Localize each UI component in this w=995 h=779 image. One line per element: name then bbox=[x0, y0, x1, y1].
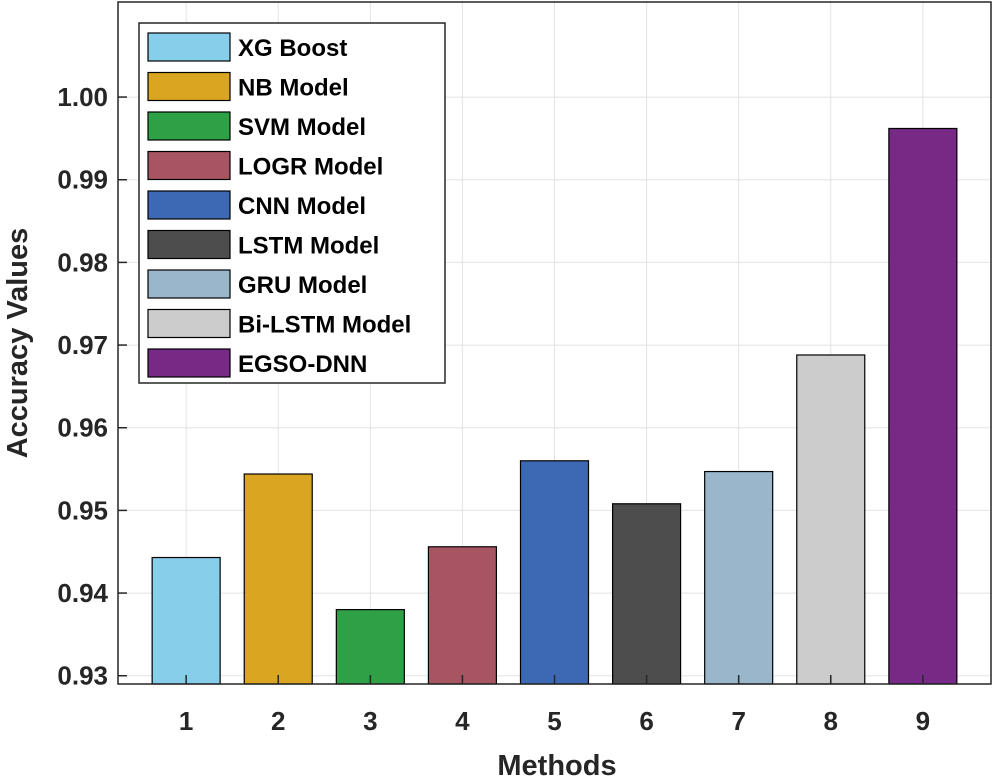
legend-label: Bi-LSTM Model bbox=[238, 312, 411, 339]
legend-label: LSTM Model bbox=[238, 233, 379, 260]
x-tick-label: 6 bbox=[639, 706, 653, 736]
legend-swatch bbox=[147, 190, 231, 220]
bar-5 bbox=[519, 460, 590, 685]
x-axis-title: Methods bbox=[497, 750, 616, 779]
legend-label: LOGR Model bbox=[238, 154, 383, 181]
y-tick-label: 0.94 bbox=[57, 578, 108, 608]
x-tick-label: 1 bbox=[179, 706, 193, 736]
bar-8 bbox=[796, 354, 866, 685]
legend-label: NB Model bbox=[238, 75, 349, 102]
y-tick-label: 0.96 bbox=[57, 413, 108, 443]
bar-6 bbox=[611, 503, 682, 685]
bar-3 bbox=[335, 608, 405, 685]
bars bbox=[151, 127, 958, 685]
legend-label: CNN Model bbox=[238, 193, 366, 220]
legend-swatch bbox=[147, 71, 231, 102]
y-tick-label: 0.93 bbox=[57, 661, 108, 691]
legend-label: XG Boost bbox=[238, 35, 347, 62]
legend-label: GRU Model bbox=[238, 272, 367, 299]
x-tick-label: 4 bbox=[455, 706, 470, 736]
y-axis-title: Accuracy Values bbox=[2, 228, 34, 459]
y-tick-label: 0.97 bbox=[57, 330, 108, 360]
x-tick-label: 9 bbox=[916, 706, 930, 736]
bar-9 bbox=[888, 127, 958, 685]
x-tick-label: 3 bbox=[363, 706, 377, 736]
axis-ticks: 0.93 0.94 0.95 0.96 0.97 0.98 0.99 1.00 1 2 3 4 5 6 7 8… bbox=[57, 82, 930, 736]
legend-swatch bbox=[147, 269, 231, 299]
y-tick-label: 0.95 bbox=[57, 495, 108, 525]
bar-1 bbox=[151, 556, 221, 685]
x-tick-label: 8 bbox=[824, 706, 838, 736]
legend: XG Boost NB Model SVM Model LOGR Model CNN M… bbox=[138, 22, 446, 384]
bar-4 bbox=[427, 546, 498, 685]
legend-swatch bbox=[147, 308, 231, 339]
bar-7 bbox=[704, 470, 774, 685]
y-tick-label: 0.98 bbox=[57, 247, 108, 277]
y-tick-label: 1.00 bbox=[57, 82, 108, 112]
legend-label: SVM Model bbox=[238, 114, 366, 141]
legend-swatch bbox=[147, 229, 231, 260]
legend-swatch bbox=[147, 348, 231, 378]
legend-swatch bbox=[147, 32, 231, 62]
legend-swatch bbox=[147, 111, 231, 141]
legend-swatch bbox=[147, 150, 231, 181]
legend-label: EGSO-DNN bbox=[238, 351, 367, 378]
x-tick-label: 5 bbox=[547, 706, 561, 736]
x-tick-label: 2 bbox=[271, 706, 285, 736]
bar-2 bbox=[243, 473, 313, 685]
x-tick-label: 7 bbox=[731, 706, 745, 736]
y-tick-label: 0.99 bbox=[57, 165, 108, 195]
